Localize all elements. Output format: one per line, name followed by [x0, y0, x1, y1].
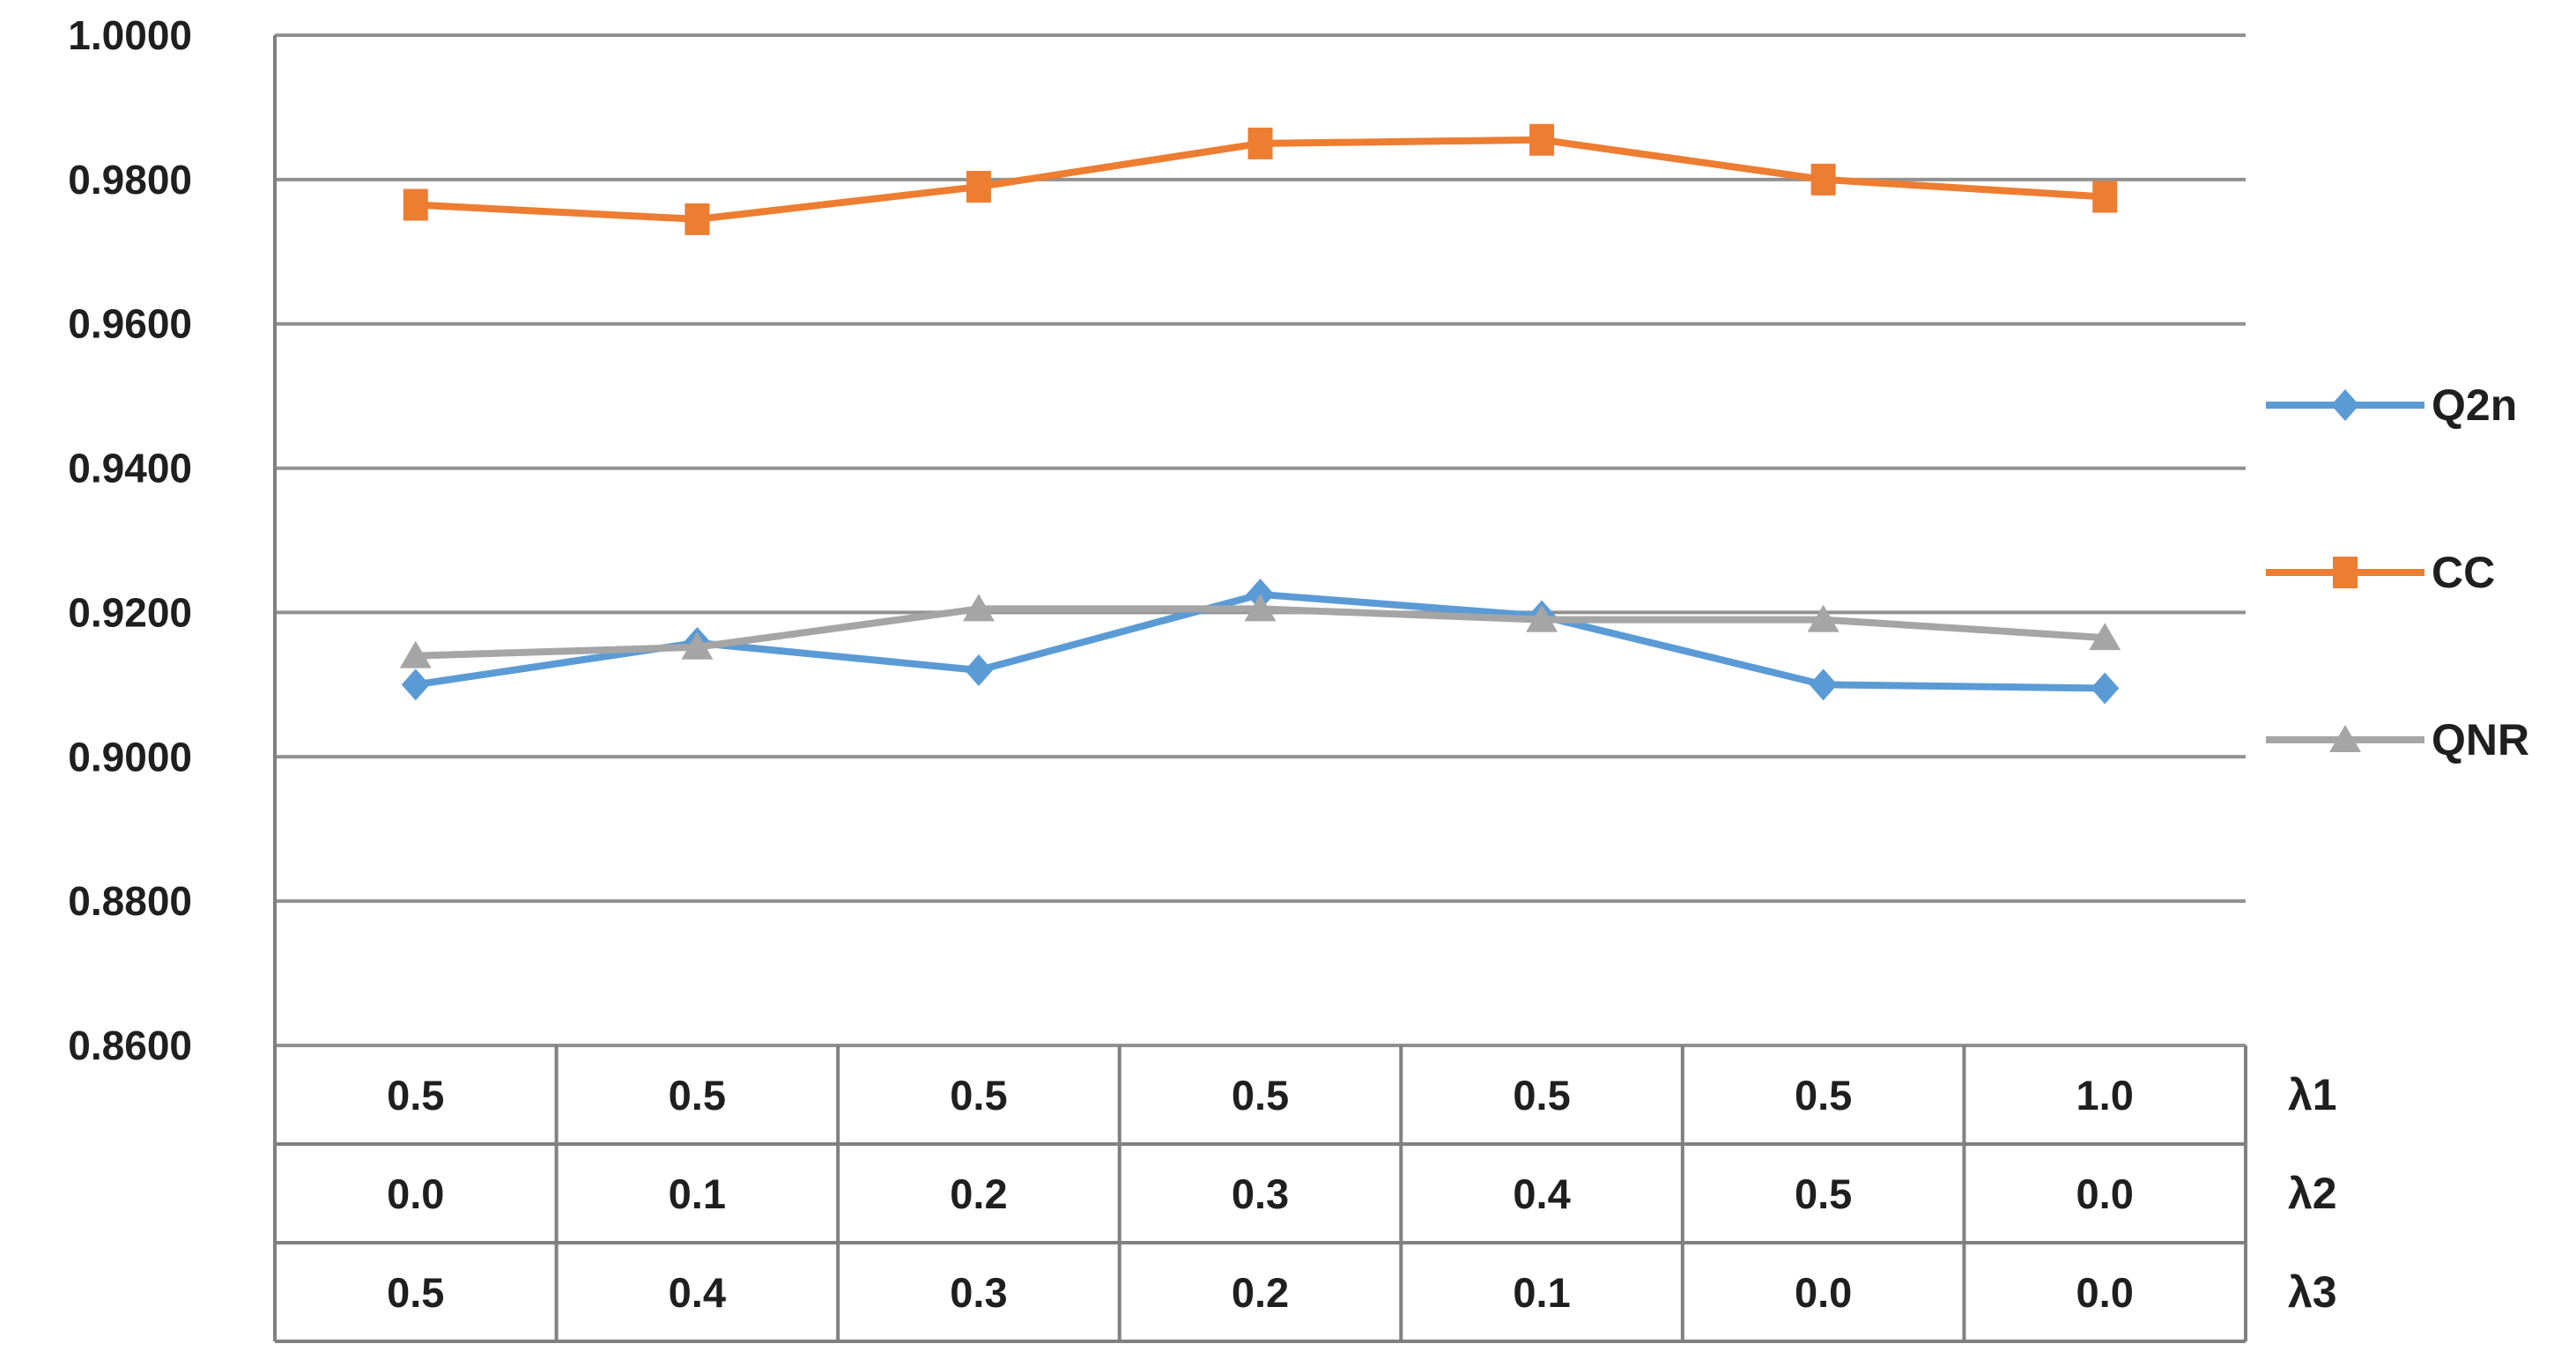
y-axis-tick-label: 0.9400 [68, 446, 192, 491]
series-marker-CC [685, 203, 710, 235]
series-marker-CC [1810, 163, 1836, 196]
cc-line-square-icon [2266, 557, 2424, 588]
table-row-label: λ3 [2288, 1267, 2337, 1317]
table-cell-value: 0.0 [1795, 1269, 1852, 1316]
series-marker-QNR [399, 640, 432, 668]
y-axis-tick-label: 0.8600 [68, 1023, 192, 1068]
y-axis-tick-label: 0.9600 [68, 301, 192, 347]
legend-label-q2n: Q2n [2432, 380, 2518, 430]
y-axis-tick-label: 0.9200 [68, 589, 192, 635]
legend-label-qnr: QNR [2432, 715, 2530, 764]
table-cell-value: 0.5 [1795, 1072, 1852, 1119]
legend-key-marker-Q2n [2331, 389, 2359, 421]
table-cell-value: 0.3 [950, 1269, 1007, 1316]
table-cell-value: 0.0 [2076, 1170, 2134, 1217]
series-marker-Q2n [964, 653, 993, 686]
qnr-line-triangle-icon [2266, 725, 2424, 752]
table-cell-value: 0.5 [1795, 1170, 1852, 1217]
legend-key-marker-QNR [2329, 725, 2361, 752]
table-cell-value: 0.0 [2076, 1269, 2134, 1316]
legend-label-cc: CC [2432, 548, 2496, 597]
table-cell-value: 0.5 [669, 1072, 726, 1119]
series-marker-QNR [1244, 594, 1277, 622]
series-marker-QNR [2089, 623, 2121, 651]
table-cell-value: 0.1 [669, 1170, 726, 1217]
y-axis-tick-label: 1.0000 [68, 12, 192, 58]
series-marker-CC [966, 171, 991, 203]
y-axis-tick-label: 0.9000 [68, 734, 192, 779]
table-cell-value: 0.2 [950, 1170, 1007, 1217]
table-cell-value: 0.5 [387, 1269, 444, 1316]
series-marker-QNR [1807, 604, 1839, 632]
series-marker-CC [1247, 127, 1273, 159]
table-row-label: λ1 [2288, 1070, 2337, 1119]
table-cell-value: 0.1 [1513, 1269, 1570, 1316]
legend-entry-cc: CC [2266, 544, 2495, 601]
series-marker-QNR [1526, 604, 1558, 632]
series-marker-Q2n [2091, 672, 2120, 705]
table-cell-value: 0.5 [1513, 1072, 1570, 1119]
table-cell-value: 0.2 [1232, 1269, 1289, 1316]
legend-entry-qnr: QNR [2266, 712, 2529, 768]
table-cell-value: 0.4 [669, 1269, 726, 1316]
table-cell-value: 1.0 [2076, 1072, 2134, 1119]
series-marker-Q2n [401, 668, 430, 701]
series-marker-Q2n [1809, 668, 1838, 701]
legend-key-marker-CC [2333, 557, 2358, 588]
table-cell-value: 0.5 [950, 1072, 1007, 1119]
table-cell-value: 0.5 [387, 1072, 444, 1119]
table-cell-value: 0.5 [1232, 1072, 1289, 1119]
table-row-label: λ2 [2288, 1169, 2337, 1218]
series-marker-CC [2092, 181, 2118, 213]
table-cell-value: 0.4 [1513, 1170, 1570, 1217]
y-axis-tick-label: 0.9800 [68, 157, 192, 203]
y-axis-tick-label: 0.8800 [68, 878, 192, 924]
series-marker-QNR [962, 594, 995, 622]
table-cell-value: 0.3 [1232, 1170, 1289, 1217]
chart-legend: Q2n CC QNR [2266, 0, 2576, 1366]
series-marker-QNR [681, 631, 714, 660]
series-marker-CC [1529, 123, 1555, 156]
series-marker-CC [403, 188, 428, 221]
legend-entry-q2n: Q2n [2266, 377, 2517, 433]
table-cell-value: 0.0 [387, 1170, 444, 1217]
q2n-line-diamond-icon [2266, 389, 2424, 421]
